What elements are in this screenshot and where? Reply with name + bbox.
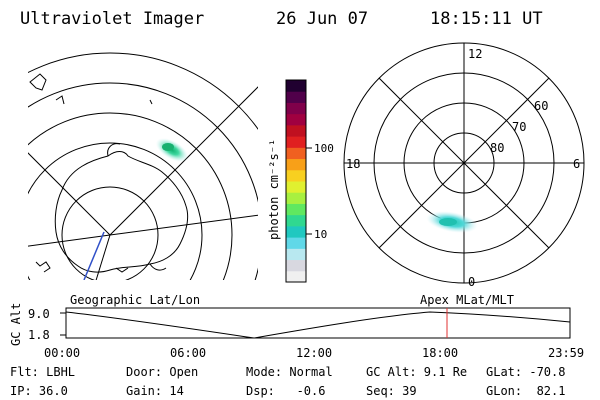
timeline-ylabel: GC Alt [9,303,23,346]
timeline-xtick-0000: 00:00 [44,346,80,360]
status-panel: Flt: LBHL Door: Open Mode: Normal GC Alt… [10,365,565,398]
magnetic-map-label: Apex MLat/MLT [420,293,514,307]
colorbar-segment [286,192,306,204]
status-ip: IP: 36.0 [10,384,68,398]
mlt-label-0: 0 [468,275,475,289]
continent-outline [54,151,189,273]
mlt-label-6: 6 [573,157,580,171]
status-dsp: Dsp: -0.6 [246,384,325,398]
colorbar-segment [286,169,306,182]
status-door: Door: Open [126,365,198,379]
timeline-xtick-0600: 06:00 [170,346,206,360]
colorbar-segment [286,203,306,216]
colorbar-segment [286,91,306,103]
status-seq: Seq: 39 [366,384,417,398]
colorbar-segment [286,181,306,193]
colorbar: 100 10 photon cm⁻²s⁻¹ [267,79,334,283]
header-date: 26 Jun 07 [276,9,368,29]
status-filter: Flt: LBHL [10,365,75,379]
mlat-label-60: 60 [534,99,548,113]
colorbar-segment [286,225,306,238]
mlt-label-18: 18 [346,157,360,171]
colorbar-segment [286,237,306,249]
colorbar-segment [286,248,306,261]
header-title: Ultraviolet Imager [20,9,204,29]
status-mode: Mode: Normal [246,365,333,379]
altitude-timeline: GC Alt 9.0 1.8 00:00 06:00 12:00 18:00 2… [9,303,584,360]
colorbar-tick-100: 100 [314,142,334,155]
colorbar-tick-10: 10 [314,228,327,241]
mlat-label-70: 70 [512,120,526,134]
timeline-ytick-9: 9.0 [28,307,50,321]
geographic-map-label: Geographic Lat/Lon [70,293,200,307]
status-glat: GLat: -70.8 [486,365,565,379]
magnetic-polar-plot [343,42,585,284]
colorbar-segment [286,124,306,137]
altitude-curve [65,311,571,339]
colorbar-segment [286,259,306,272]
colorbar-unit-label: photon cm⁻²s⁻¹ [267,139,281,240]
colorbar-segment [286,102,306,115]
colorbar-segment [286,136,306,148]
timeline-ytick-1-8: 1.8 [28,328,50,342]
timeline-xtick-1800: 18:00 [422,346,458,360]
status-gain: Gain: 14 [126,384,184,398]
status-gc-alt: GC Alt: 9.1 Re [366,365,467,379]
aurora-emission [155,138,189,162]
colorbar-segment [286,214,306,227]
colorbar-segment [286,147,306,160]
status-glon: GLon: 82.1 [486,384,565,398]
geographic-map [28,52,258,280]
colorbar-segment [286,80,306,92]
timeline-xtick-1200: 12:00 [296,346,332,360]
colorbar-segment [286,113,306,126]
colorbar-segment [286,158,306,171]
header-time: 18:15:11 UT [430,9,543,29]
mlat-label-80: 80 [490,141,504,155]
colorbar-segment [286,270,306,283]
timeline-xtick-2359: 23:59 [548,346,584,360]
mlt-label-12: 12 [468,47,482,61]
